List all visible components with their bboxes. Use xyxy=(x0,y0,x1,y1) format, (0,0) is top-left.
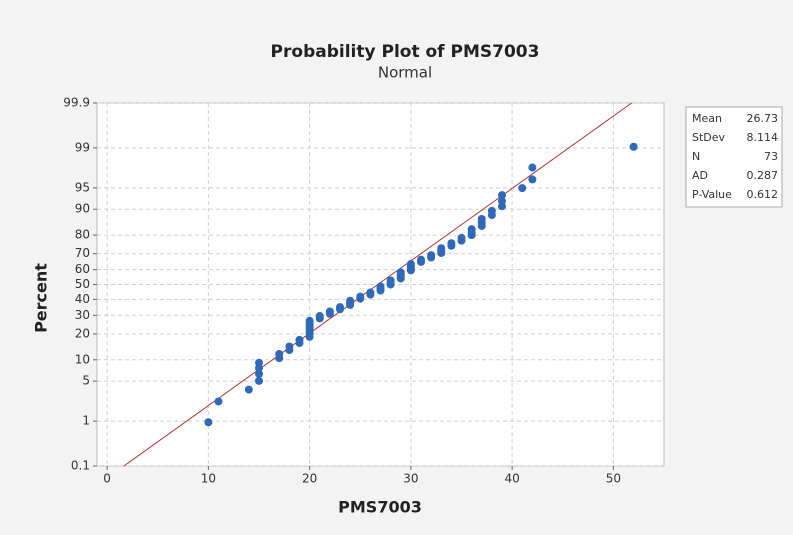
x-tick-label: 40 xyxy=(504,472,519,486)
data-point xyxy=(315,312,324,321)
stat-label: AD xyxy=(692,169,708,182)
data-point xyxy=(214,397,223,406)
data-point xyxy=(244,385,253,394)
y-tick-label: 50 xyxy=(75,277,90,291)
data-point xyxy=(498,191,506,200)
data-point xyxy=(295,335,304,344)
data-point xyxy=(467,225,476,234)
stat-label: Mean xyxy=(692,112,722,125)
stat-value: 8.114 xyxy=(747,131,779,144)
data-point xyxy=(629,142,638,151)
data-point xyxy=(487,206,496,215)
y-tick-label: 90 xyxy=(75,202,90,216)
data-point xyxy=(528,163,537,172)
data-point xyxy=(336,303,344,312)
chart-title: Probability Plot of PMS7003 xyxy=(271,42,540,62)
data-point xyxy=(437,244,446,253)
stat-value: 0.612 xyxy=(747,188,779,201)
x-axis-label: PMS7003 xyxy=(338,498,422,517)
data-point xyxy=(406,260,415,269)
data-point xyxy=(427,251,436,260)
data-point xyxy=(366,288,375,297)
x-tick-label: 50 xyxy=(606,472,621,486)
y-tick-label: 60 xyxy=(75,262,90,276)
y-tick-label: 0.1 xyxy=(71,459,90,473)
y-tick-label: 99.9 xyxy=(63,96,90,110)
stat-label: N xyxy=(692,150,700,163)
x-tick-label: 0 xyxy=(103,472,111,486)
data-point xyxy=(356,292,365,301)
y-tick-label: 80 xyxy=(75,228,90,242)
y-tick-label: 40 xyxy=(75,292,90,306)
data-point xyxy=(204,418,213,427)
stat-label: StDev xyxy=(692,131,726,144)
data-point xyxy=(477,214,486,223)
data-point xyxy=(457,233,466,242)
data-point xyxy=(255,369,263,378)
data-point xyxy=(255,376,263,385)
y-tick-label: 5 xyxy=(82,374,90,388)
data-point xyxy=(518,184,527,193)
data-point xyxy=(346,296,355,305)
y-tick-label: 95 xyxy=(75,180,90,194)
data-point xyxy=(498,197,506,206)
data-point xyxy=(396,268,405,277)
stat-value: 26.73 xyxy=(747,112,779,125)
stat-value: 73 xyxy=(764,150,778,163)
data-point xyxy=(376,282,385,291)
chart-subtitle: Normal xyxy=(378,64,432,82)
data-point xyxy=(528,175,537,184)
y-axis-label: Percent xyxy=(32,263,51,333)
y-tick-label: 70 xyxy=(75,246,90,260)
data-point xyxy=(285,342,294,351)
y-tick-label: 10 xyxy=(75,352,90,366)
data-point xyxy=(255,358,263,367)
data-point xyxy=(275,349,284,358)
y-tick-label: 1 xyxy=(82,414,90,428)
y-tick-label: 30 xyxy=(75,308,90,322)
data-point xyxy=(417,255,425,264)
data-point xyxy=(305,316,314,325)
y-tick-label: 20 xyxy=(75,326,90,340)
data-point xyxy=(325,307,334,316)
data-point xyxy=(386,276,395,285)
x-tick-label: 30 xyxy=(403,472,418,486)
y-tick-label: 99 xyxy=(75,140,90,154)
data-point xyxy=(447,239,456,248)
stat-value: 0.287 xyxy=(747,169,779,182)
stats-box xyxy=(685,106,783,208)
x-tick-label: 10 xyxy=(201,472,216,486)
x-tick-label: 20 xyxy=(302,472,317,486)
stat-label: P-Value xyxy=(692,188,732,201)
